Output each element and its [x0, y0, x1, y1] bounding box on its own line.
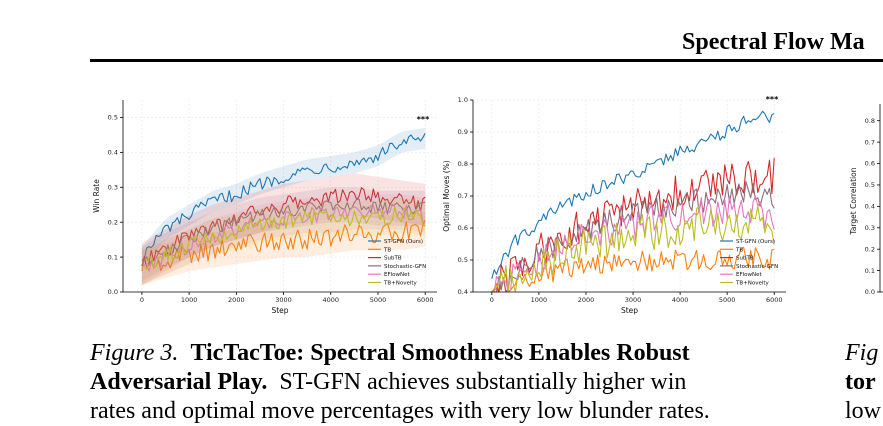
win-rate-chart: 0 1000 2000 3000 4000 5000 6000 0.0 0.1 0.2 0.3 0.4…	[90, 94, 442, 318]
legend-label: TB+Novelty	[383, 281, 418, 287]
series-band-eflownet	[141, 194, 426, 285]
series-band-subtb	[141, 173, 426, 285]
caption-title-part-2: Adversarial Play.	[90, 369, 268, 395]
y-axis-label: Target Correlation	[849, 167, 858, 235]
y-tick-label: 0.7	[865, 138, 875, 146]
y-tick-label: 0.5	[108, 114, 118, 122]
series-line-st-gfn-ours-	[141, 133, 426, 261]
y-tick-label: 0.2	[108, 218, 118, 226]
y-tick-label: 0.8	[458, 160, 468, 168]
y-tick-label: 0.4	[108, 149, 118, 157]
caption-line-2: Adversarial Play. ST-GFN achieves substa…	[90, 368, 793, 397]
x-tick-label: 5000	[719, 296, 736, 304]
legend: ST-GFN (Ours) TB SubTB Stochastic-GFN EFlowN…	[368, 239, 426, 287]
series-line-tb-novelty	[141, 207, 426, 271]
y-tick-label: 0.5	[865, 181, 875, 189]
x-tick-label: 4000	[672, 296, 689, 304]
legend-label: Stochastic-GFN	[384, 264, 426, 270]
legend-label: EFlowNet	[384, 272, 411, 278]
caption-line-3: rates and optimal move percentages with …	[90, 398, 710, 424]
running-header: Spectral Flow Ma	[682, 29, 865, 55]
y-axis-label: Optimal Moves (%)	[442, 160, 451, 232]
legend-label: Stochastic-GFN	[736, 264, 778, 270]
fragment-line-3: low	[845, 398, 881, 424]
legend-label: TB	[735, 247, 743, 253]
target-correlation-chart: 0.0 0.1 0.2 0.3 0.4 0.5 0.6 0.7 0.8 Target Correl…	[840, 94, 883, 318]
y-tick-label: 1.0	[458, 96, 468, 104]
y-tick-label: 0.0	[865, 288, 875, 296]
y-tick-label: 0.0	[108, 288, 118, 296]
x-tick-label: 2000	[228, 296, 245, 304]
legend: ST-GFN (Ours) TB SubTB Stochastic-GFN EFlowN…	[720, 239, 778, 287]
legend-label: SubTB	[736, 256, 754, 262]
significance-annotation: ***	[417, 115, 430, 124]
y-tick-label: 0.3	[865, 224, 875, 232]
legend-label: ST-GFN (Ours)	[736, 239, 775, 245]
y-tick-label: 0.7	[458, 192, 468, 200]
y-tick-label: 0.6	[865, 160, 875, 168]
x-tick-label: 1000	[531, 296, 548, 304]
legend-label: TB	[383, 247, 391, 253]
y-tick-label: 0.2	[865, 245, 875, 253]
caption-line-1: Figure 3. TicTacToe: Spectral Smoothness…	[90, 339, 793, 368]
y-tick-label: 0.1	[865, 267, 875, 275]
x-tick-label: 1000	[181, 296, 198, 304]
y-tick-label: 0.4	[865, 203, 875, 211]
y-tick-label: 0.6	[458, 224, 468, 232]
series-line-stochastic-gfn	[491, 181, 775, 293]
series-band-tb	[141, 211, 426, 285]
series-band-st-gfn-ours-	[141, 127, 426, 268]
legend-label: SubTB	[384, 256, 402, 262]
y-tick-label: 0.8	[865, 117, 875, 125]
x-tick-label: 2000	[578, 296, 595, 304]
x-tick-label: 4000	[322, 296, 339, 304]
series-line-eflownet	[141, 203, 426, 272]
x-tick-label: 3000	[275, 296, 292, 304]
legend-label: TB+Novelty	[735, 281, 770, 287]
figure-4-caption-fragment: Fig tor low	[845, 339, 883, 426]
series-band-tb-novelty	[141, 198, 426, 285]
x-axis-label: Step	[621, 306, 638, 315]
x-tick-label: 3000	[625, 296, 642, 304]
y-tick-label: 0.5	[458, 256, 468, 264]
caption-title-part-1: TicTacToe: Spectral Smoothness Enables R…	[190, 340, 690, 366]
x-tick-label: 6000	[417, 296, 434, 304]
series-line-tb-novelty	[491, 205, 775, 293]
fragment-line-2: tor	[845, 369, 876, 395]
caption-body-part-1: ST-GFN achieves substantially higher win	[279, 369, 687, 395]
series-line-st-gfn-ours-	[491, 110, 775, 279]
header-rule	[90, 59, 883, 62]
figure-label: Figure 3.	[90, 340, 179, 366]
legend-label: ST-GFN (Ours)	[384, 239, 423, 245]
fragment-line-1: Fig	[845, 340, 879, 366]
x-axis-label: Step	[271, 306, 288, 315]
x-tick-label: 5000	[370, 296, 387, 304]
y-tick-label: 0.4	[458, 288, 468, 296]
significance-annotation: ***	[766, 95, 779, 104]
optimal-moves-chart: 0 1000 2000 3000 4000 5000 6000 0.4 0.5 0.6 0.7 0.8…	[440, 94, 792, 318]
y-tick-label: 0.9	[458, 128, 468, 136]
y-tick-label: 0.3	[108, 183, 118, 191]
legend-label: EFlowNet	[736, 272, 763, 278]
figure-3-caption: Figure 3. TicTacToe: Spectral Smoothness…	[90, 339, 793, 426]
y-tick-label: 0.1	[108, 253, 118, 261]
x-tick-label: 0	[140, 296, 144, 304]
x-tick-label: 0	[490, 296, 494, 304]
x-tick-label: 6000	[766, 296, 783, 304]
y-axis-label: Win Rate	[92, 179, 101, 213]
